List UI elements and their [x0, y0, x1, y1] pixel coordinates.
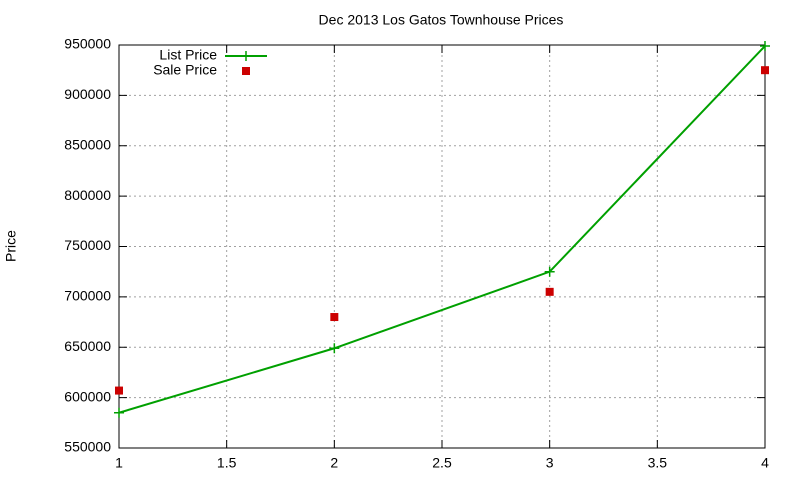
x-tick-label: 1	[115, 455, 123, 471]
y-tick-label: 750000	[64, 237, 111, 253]
x-tick-label: 3.5	[648, 455, 668, 471]
data-point	[114, 407, 124, 418]
y-tick-label: 850000	[64, 136, 111, 152]
y-tick-label: 900000	[64, 86, 111, 102]
data-point	[760, 41, 770, 52]
legend-marker	[242, 67, 250, 75]
x-tick-label: 3	[546, 455, 554, 471]
plot-frame	[118, 44, 766, 449]
y-tick-label: 800000	[64, 187, 111, 203]
series-line	[118, 45, 766, 414]
chart-title: Dec 2013 Los Gatos Townhouse Prices	[319, 12, 564, 28]
y-tick-label: 700000	[64, 288, 111, 304]
data-point	[329, 343, 340, 354]
x-tick-label: 1.5	[217, 455, 237, 471]
legend-label: Sale Price	[153, 62, 217, 78]
legend-marker	[241, 51, 251, 61]
legend-label: List Price	[159, 47, 217, 63]
x-tick-label: 2	[330, 455, 338, 471]
y-tick-label: 950000	[64, 36, 111, 52]
data-point	[545, 287, 554, 296]
data-point	[115, 386, 123, 395]
data-point	[544, 266, 555, 277]
x-tick-label: 4	[761, 455, 769, 471]
data-point	[330, 313, 339, 322]
y-tick-label: 550000	[64, 439, 111, 455]
y-axis-label: Price	[3, 230, 19, 262]
y-tick-label: 600000	[64, 388, 111, 404]
x-tick-label: 2.5	[432, 455, 452, 471]
data-point	[761, 66, 769, 75]
y-tick-label: 650000	[64, 338, 111, 354]
